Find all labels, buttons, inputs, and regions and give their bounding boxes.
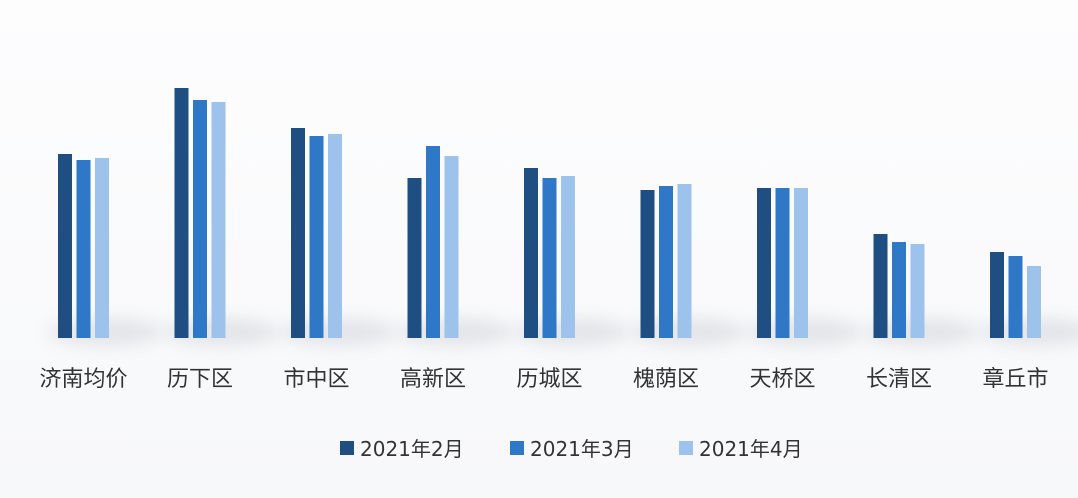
category-label: 济南均价	[39, 367, 127, 392]
bar	[873, 234, 888, 338]
bar	[309, 136, 324, 338]
legend-label: 2021年3月	[530, 437, 634, 461]
category-label: 市中区	[283, 367, 349, 392]
category-label: 槐荫区	[633, 367, 699, 392]
category-label: 长清区	[866, 367, 932, 392]
legend-swatch	[510, 441, 524, 455]
bar	[193, 100, 207, 338]
bar	[794, 188, 808, 338]
legend-label: 2021年2月	[360, 437, 464, 461]
bar	[775, 188, 790, 338]
bars	[58, 88, 1041, 338]
bar	[444, 156, 459, 338]
category-label: 高新区	[400, 367, 466, 392]
bar	[291, 128, 305, 338]
category-label: 章丘市	[982, 367, 1048, 392]
bar	[561, 176, 575, 338]
category-label: 历城区	[516, 367, 582, 392]
legend-item: 2021年2月	[340, 437, 464, 461]
legend-swatch	[340, 441, 354, 455]
bar	[1027, 266, 1041, 338]
legend-item: 2021年3月	[510, 437, 634, 461]
bar	[524, 168, 538, 338]
bar	[426, 146, 440, 338]
bar	[640, 190, 655, 338]
bar	[58, 154, 72, 338]
bar	[95, 158, 109, 338]
bar	[677, 184, 692, 338]
legend-swatch	[679, 441, 693, 455]
category-label: 历下区	[167, 367, 233, 392]
bar	[174, 88, 189, 338]
legend: 2021年2月 2021年3月 2021年4月	[340, 437, 803, 461]
bar	[542, 178, 557, 338]
bar	[328, 134, 342, 338]
bar	[1008, 256, 1023, 338]
bar	[757, 188, 771, 338]
bar	[76, 160, 91, 338]
legend-label: 2021年4月	[699, 437, 803, 461]
category-labels: 济南均价 历下区 市中区 高新区 历城区 槐荫区 天桥区 长清区 章丘市	[39, 367, 1048, 392]
bar	[211, 102, 226, 338]
bar	[892, 242, 906, 338]
legend-item: 2021年4月	[679, 437, 803, 461]
bar	[990, 252, 1004, 338]
category-label: 天桥区	[749, 367, 815, 392]
bar	[659, 186, 673, 338]
bar	[910, 244, 925, 338]
bar	[407, 178, 422, 338]
